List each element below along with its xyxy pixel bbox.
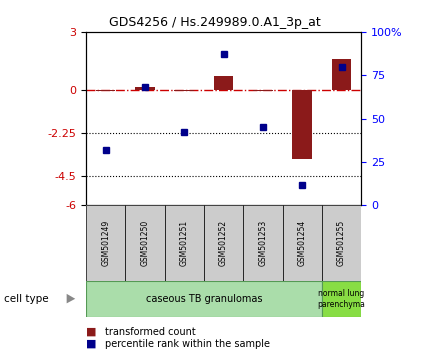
Bar [253,90,273,91]
Text: caseous TB granulomas: caseous TB granulomas [146,294,262,304]
Text: GSM501255: GSM501255 [337,220,346,267]
Text: cell type: cell type [4,294,49,304]
Text: GDS4256 / Hs.249989.0.A1_3p_at: GDS4256 / Hs.249989.0.A1_3p_at [109,16,321,29]
Bar [214,76,233,90]
Polygon shape [67,294,75,303]
Bar [175,90,194,91]
Text: GSM501252: GSM501252 [219,220,228,267]
Bar [322,281,361,317]
Text: normal lung
parenchyma: normal lung parenchyma [318,290,366,309]
Text: percentile rank within the sample: percentile rank within the sample [105,339,270,349]
Text: GSM501249: GSM501249 [101,220,110,267]
Text: ■: ■ [86,339,96,349]
Bar [204,205,243,281]
Text: GSM501254: GSM501254 [298,220,307,267]
Bar [135,87,155,90]
Bar [332,59,351,90]
Bar [165,205,204,281]
Text: transformed count: transformed count [105,327,196,337]
Bar [292,90,312,159]
Bar [125,205,165,281]
Text: GSM501253: GSM501253 [258,220,267,267]
Text: GSM501251: GSM501251 [180,220,189,267]
Bar [86,205,125,281]
Bar [86,281,322,317]
Bar [243,205,283,281]
Bar [322,205,361,281]
Text: GSM501250: GSM501250 [141,220,150,267]
Text: ■: ■ [86,327,96,337]
Bar [283,205,322,281]
Bar [96,90,116,91]
